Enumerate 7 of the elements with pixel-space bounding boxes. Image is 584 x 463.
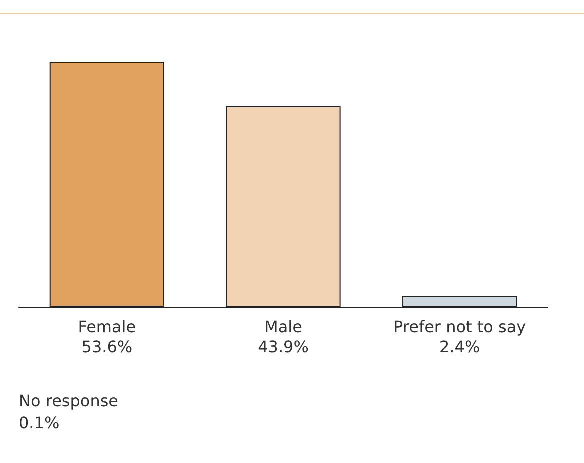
x-tick-label: Prefer not to say bbox=[394, 318, 526, 336]
text: No response 0.1% bbox=[19, 392, 119, 432]
data-label: 43.9% bbox=[258, 338, 309, 356]
x-tick-label: Male bbox=[264, 318, 302, 336]
data-label: 2.4% bbox=[440, 338, 480, 356]
x-tick-label: Female bbox=[78, 318, 136, 336]
data-label: 53.6% bbox=[82, 338, 133, 356]
